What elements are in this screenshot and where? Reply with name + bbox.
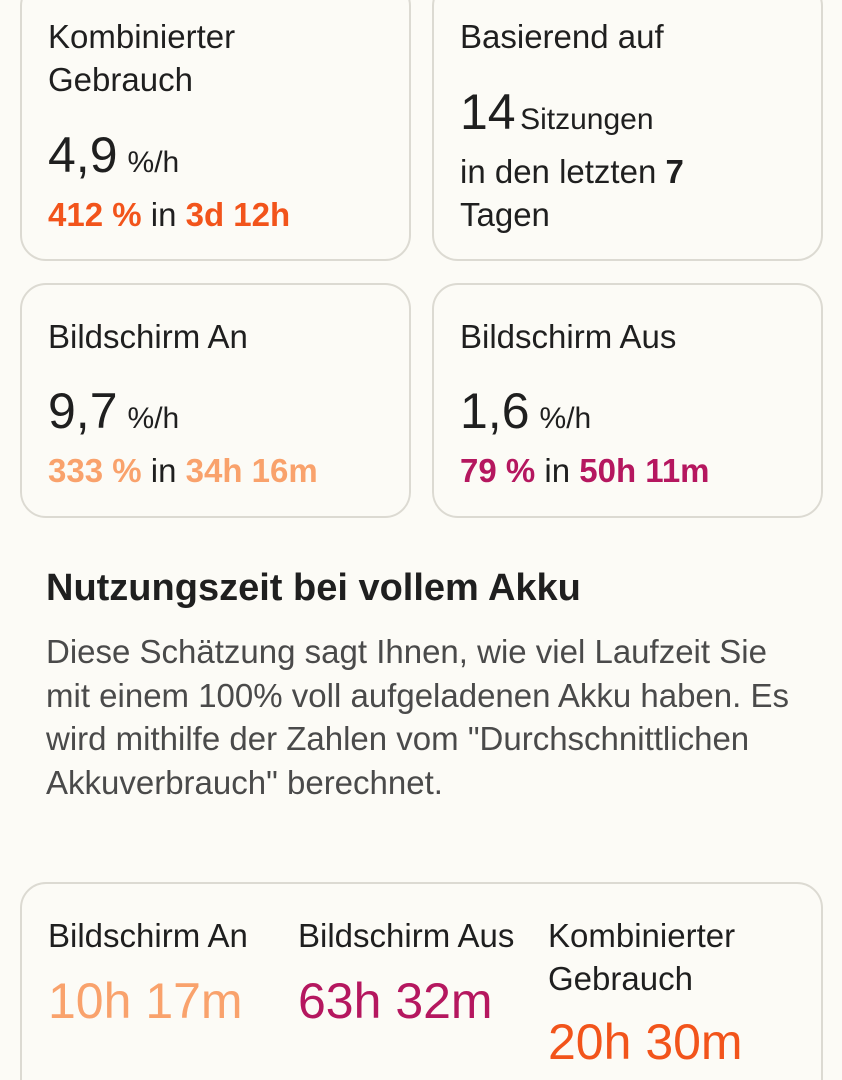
combined-percent-line: 412 % in 3d 12h	[48, 195, 290, 235]
combined-rate-unit: %/h	[127, 146, 180, 179]
combined-rate: 4,9 %/h	[48, 127, 179, 183]
screen-off-percent-line: 79 % in 50h 11m	[460, 451, 710, 491]
full-charge-screen-off-value: 63h 32m	[298, 973, 493, 1029]
full-charge-combined-label-line1: Kombinierter	[548, 917, 736, 954]
combined-usage-card: Kombinierter Gebrauch 4,9 %/h 412 % in 3d…	[20, 0, 411, 261]
full-charge-combined: Kombinierter Gebrauch 20h 30m	[548, 914, 743, 1070]
full-charge-card: Bildschirm An 10h 17m Bildschirm Aus 63h…	[20, 882, 823, 1080]
full-charge-combined-label-line2: Gebrauch	[548, 960, 693, 997]
full-charge-screen-on-value: 10h 17m	[48, 973, 243, 1029]
screen-off-rate: 1,6 %/h	[460, 383, 591, 439]
period-suffix: Tagen	[460, 196, 550, 233]
combined-percent: 412 %	[48, 196, 142, 233]
screen-off-rate-value: 1,6	[460, 383, 530, 439]
screen-on-percent: 333 %	[48, 452, 142, 489]
screen-off-label: Bildschirm Aus	[460, 318, 677, 355]
combined-duration: 3d 12h	[185, 196, 291, 233]
screen-on-rate-value: 9,7	[48, 383, 118, 439]
full-charge-screen-off: Bildschirm Aus 63h 32m	[298, 914, 514, 1029]
full-charge-screen-off-label: Bildschirm Aus	[298, 917, 515, 954]
combined-usage-label-line1: Kombinierter	[48, 18, 236, 55]
combined-rate-value: 4,9	[48, 127, 118, 183]
sessions-count: 14	[460, 84, 516, 140]
screen-on-label: Bildschirm An	[48, 318, 248, 355]
section-description: Diese Schätzung sagt Ihnen, wie viel Lau…	[46, 633, 789, 801]
sessions-line: 14 Sitzungen	[460, 84, 654, 140]
screen-on-card: Bildschirm An 9,7 %/h 333 % in 34h 16m	[20, 283, 411, 518]
full-charge-screen-on-label: Bildschirm An	[48, 917, 248, 954]
combined-usage-label-line2: Gebrauch	[48, 61, 193, 98]
based-on-label: Basierend auf	[460, 18, 664, 55]
full-charge-screen-on: Bildschirm An 10h 17m	[48, 914, 248, 1029]
sessions-word: Sitzungen	[520, 103, 654, 136]
screen-off-percent: 79 %	[460, 452, 536, 489]
period-days: 7	[665, 153, 684, 190]
screen-off-duration: 50h 11m	[579, 452, 710, 489]
screen-on-percent-line: 333 % in 34h 16m	[48, 451, 318, 491]
period-prefix: in den letzten	[460, 153, 657, 190]
period-text: in den letzten 7 Tagen	[460, 150, 684, 236]
screen-off-in-word: in	[544, 452, 571, 489]
screen-on-in-word: in	[150, 452, 177, 489]
section-title: Nutzungszeit bei vollem Akku	[46, 567, 581, 609]
combined-in-word: in	[150, 196, 177, 233]
screen-on-rate: 9,7 %/h	[48, 383, 179, 439]
based-on-card: Basierend auf 14 Sitzungen in den letzte…	[432, 0, 823, 261]
combined-usage-label: Kombinierter Gebrauch	[48, 15, 235, 101]
full-charge-combined-label: Kombinierter Gebrauch	[548, 914, 743, 1000]
screen-on-duration: 34h 16m	[185, 452, 318, 489]
full-charge-combined-value: 20h 30m	[548, 1014, 743, 1070]
screen-off-card: Bildschirm Aus 1,6 %/h 79 % in 50h 11m	[432, 283, 823, 518]
screen-off-rate-unit: %/h	[539, 402, 592, 435]
screen-on-rate-unit: %/h	[127, 402, 180, 435]
